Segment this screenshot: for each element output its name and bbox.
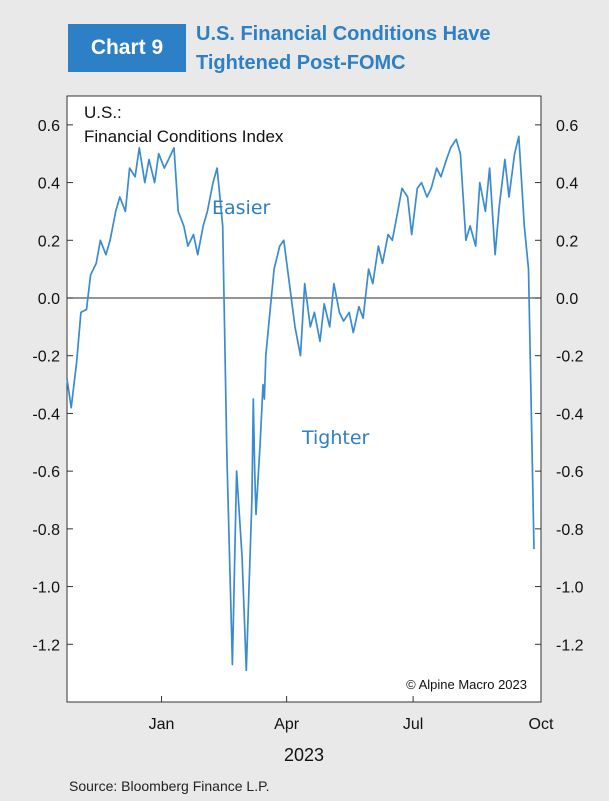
y-tick-label-right: -1.0: [556, 580, 584, 597]
y-tick-label-left: 0.0: [38, 291, 60, 308]
chart-title-line2: Tightened Post-FOMC: [196, 52, 406, 74]
x-tick-label: Jan: [149, 716, 175, 733]
y-tick-label-left: -0.6: [32, 464, 60, 481]
y-tick-label-left: -0.8: [32, 522, 60, 539]
y-tick-label-left: -0.2: [32, 349, 60, 366]
x-tick-label: Apr: [274, 716, 300, 733]
y-tick-label-right: 0.6: [556, 118, 578, 135]
y-tick-label-left: -1.0: [32, 580, 60, 597]
x-tick-label: Oct: [529, 716, 554, 733]
series-line-fci: [66, 135, 535, 672]
index-title-line2: Financial Conditions Index: [84, 127, 284, 146]
x-tick-label: Jul: [403, 716, 423, 733]
y-tick-label-right: 0.4: [556, 176, 578, 193]
y-tick-label-left: -0.4: [32, 406, 60, 423]
y-tick-label-right: 0.0: [556, 291, 578, 308]
y-tick-label-right: 0.2: [556, 233, 578, 250]
y-tick-label-right: -0.4: [556, 406, 584, 423]
annotation-tighter: Tighter: [301, 427, 370, 449]
copyright: © Alpine Macro 2023: [406, 677, 527, 692]
chart-number-badge: Chart 9: [68, 24, 186, 72]
y-tick-label-right: -1.2: [556, 637, 584, 654]
chart-title: U.S. Financial Conditions Have Tightened…: [196, 20, 596, 78]
y-tick-label-right: -0.2: [556, 349, 584, 366]
source-note: Source: Bloomberg Finance L.P.: [69, 778, 270, 794]
y-tick-label-left: 0.6: [38, 118, 60, 135]
plot-area: [66, 95, 542, 703]
y-tick-label-left: 0.2: [38, 233, 60, 250]
y-axis: 0.6 0.6 0.4 0.4 0.2 0.2 0.0 0.0 -0.2 -0.2 -0.4 -0.4…: [32, 118, 583, 654]
y-tick-label-right: -0.8: [556, 522, 584, 539]
index-title-line1: U.S.:: [84, 103, 122, 122]
x-axis-label: 2023: [284, 745, 324, 765]
annotation-easier: Easier: [212, 197, 271, 219]
x-axis: Jan Apr Jul Oct: [149, 696, 554, 733]
chart-title-line1: U.S. Financial Conditions Have: [196, 23, 491, 45]
y-tick-label-left: 0.4: [38, 176, 60, 193]
y-tick-label-left: -1.2: [32, 637, 60, 654]
y-tick-label-right: -0.6: [556, 464, 584, 481]
